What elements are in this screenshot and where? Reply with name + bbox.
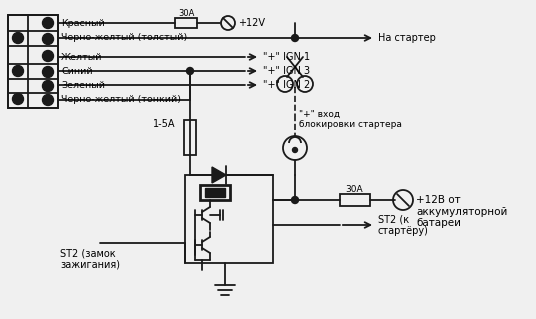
Text: Синий: Синий <box>61 66 93 76</box>
Text: +12В от
аккумуляторной
батареи: +12В от аккумуляторной батареи <box>416 195 508 228</box>
Bar <box>8 15 58 108</box>
Circle shape <box>42 18 54 28</box>
Text: +12V: +12V <box>238 18 265 28</box>
Bar <box>184 120 196 155</box>
Bar <box>175 18 197 28</box>
Circle shape <box>292 34 299 41</box>
Text: Черно-желтый (толстый): Черно-желтый (толстый) <box>61 33 187 42</box>
Circle shape <box>42 66 54 78</box>
Circle shape <box>12 33 24 43</box>
Text: ST2 (замок
зажигания): ST2 (замок зажигания) <box>60 248 120 270</box>
Bar <box>200 185 230 200</box>
Circle shape <box>187 68 193 75</box>
Text: "+" IGN 1: "+" IGN 1 <box>263 52 310 62</box>
Text: 30A: 30A <box>345 186 363 195</box>
Circle shape <box>42 50 54 62</box>
Bar <box>185 175 273 263</box>
Circle shape <box>42 94 54 106</box>
Text: Зеленый: Зеленый <box>61 80 105 90</box>
Bar <box>340 194 370 206</box>
Polygon shape <box>212 167 226 183</box>
Text: На стартер: На стартер <box>378 33 436 43</box>
Circle shape <box>12 93 24 105</box>
Circle shape <box>292 197 299 204</box>
Circle shape <box>12 65 24 77</box>
Text: "+" IGN 3: "+" IGN 3 <box>263 66 310 76</box>
Circle shape <box>293 147 297 152</box>
Text: "+" IGN 2: "+" IGN 2 <box>263 80 310 90</box>
Bar <box>205 188 225 197</box>
Text: Желтый: Желтый <box>61 53 102 62</box>
Text: ST2 (к
стартёру): ST2 (к стартёру) <box>378 214 429 236</box>
Circle shape <box>42 33 54 44</box>
Circle shape <box>42 80 54 92</box>
Text: 30А: 30А <box>178 10 195 19</box>
Text: 1-5А: 1-5А <box>153 119 175 129</box>
Text: Черно-желтый (тонкий): Черно-желтый (тонкий) <box>61 95 181 105</box>
Text: "+" вход
блокировки стартера: "+" вход блокировки стартера <box>299 110 402 130</box>
Text: Красный: Красный <box>61 19 105 27</box>
